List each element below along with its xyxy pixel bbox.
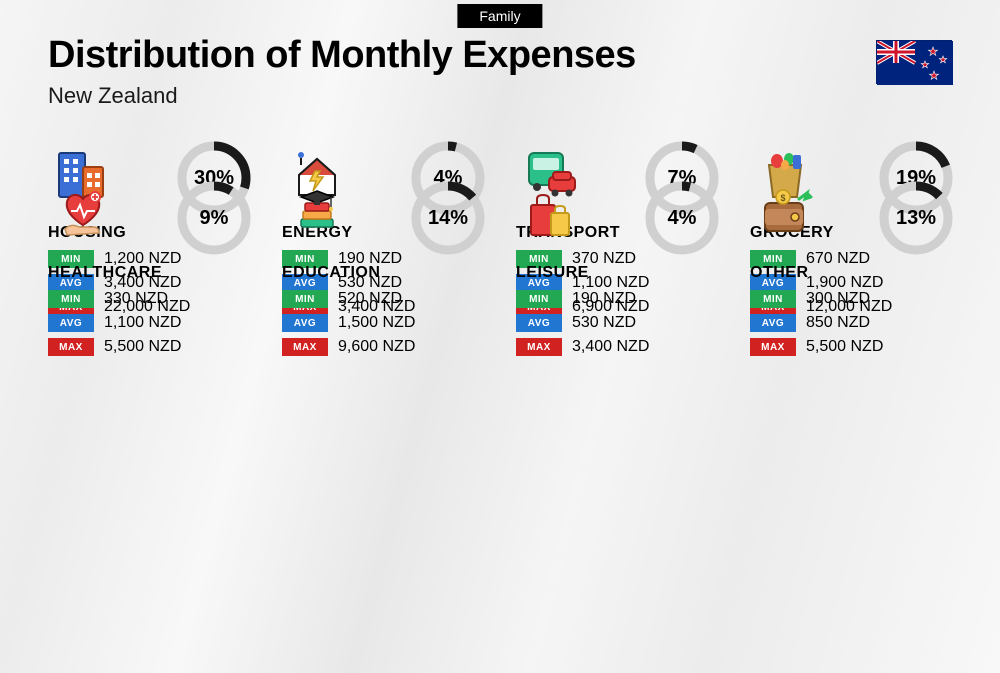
- page-subtitle: New Zealand: [48, 83, 952, 109]
- stats-block: MIN 300 NZD AVG 850 NZD MAX 5,500 NZD: [750, 290, 883, 356]
- avg-badge: AVG: [48, 314, 94, 332]
- min-value: 330 NZD: [104, 290, 168, 308]
- pct-value: 13%: [878, 180, 954, 256]
- category-name: EDUCATION: [282, 264, 380, 282]
- avg-value: 1,500 NZD: [338, 314, 415, 332]
- max-badge: MAX: [516, 338, 562, 356]
- avg-value: 530 NZD: [572, 314, 636, 332]
- header: Distribution of Monthly Expenses New Zea…: [48, 34, 952, 109]
- min-value: 670 NZD: [806, 250, 870, 268]
- avg-value: 850 NZD: [806, 314, 870, 332]
- avg-badge: AVG: [282, 314, 328, 332]
- max-value: 3,400 NZD: [572, 338, 649, 356]
- stats-block: MIN 190 NZD AVG 530 NZD MAX 3,400 NZD: [516, 290, 649, 356]
- avg-badge: AVG: [516, 314, 562, 332]
- min-badge: MIN: [516, 290, 562, 308]
- nz-flag-icon: [876, 40, 952, 84]
- page-title: Distribution of Monthly Expenses: [48, 34, 952, 77]
- other-icon: [750, 180, 820, 250]
- max-value: 5,500 NZD: [104, 338, 181, 356]
- max-badge: MAX: [282, 338, 328, 356]
- healthcare-icon: [48, 180, 118, 250]
- pct-value: 14%: [410, 180, 486, 256]
- pct-ring-healthcare: 9%: [176, 180, 252, 256]
- stat-avg-row: AVG 1,500 NZD: [282, 314, 415, 332]
- min-value: 190 NZD: [572, 290, 636, 308]
- category-name: LEISURE: [516, 264, 589, 282]
- pct-ring-education: 14%: [410, 180, 486, 256]
- max-badge: MAX: [48, 338, 94, 356]
- pct-ring-leisure: 4%: [644, 180, 720, 256]
- expense-grid: 30% HOUSING MIN 1,200 NZD AVG 3,400 NZD …: [48, 140, 970, 180]
- min-value: 300 NZD: [806, 290, 870, 308]
- min-value: 520 NZD: [338, 290, 402, 308]
- stats-block: MIN 330 NZD AVG 1,100 NZD MAX 5,500 NZD: [48, 290, 181, 356]
- stat-min-row: MIN 520 NZD: [282, 290, 415, 308]
- max-badge: MAX: [750, 338, 796, 356]
- pct-value: 9%: [176, 180, 252, 256]
- max-value: 5,500 NZD: [806, 338, 883, 356]
- category-name: HEALTHCARE: [48, 264, 162, 282]
- pct-value: 4%: [644, 180, 720, 256]
- leisure-icon: [516, 180, 586, 250]
- stat-avg-row: AVG 1,100 NZD: [48, 314, 181, 332]
- stat-max-row: MAX 5,500 NZD: [750, 338, 883, 356]
- category-name: OTHER: [750, 264, 809, 282]
- stat-min-row: MIN 330 NZD: [48, 290, 181, 308]
- avg-value: 1,100 NZD: [104, 314, 181, 332]
- stat-max-row: MAX 3,400 NZD: [516, 338, 649, 356]
- stat-avg-row: AVG 850 NZD: [750, 314, 883, 332]
- stats-block: MIN 520 NZD AVG 1,500 NZD MAX 9,600 NZD: [282, 290, 415, 356]
- avg-badge: AVG: [750, 314, 796, 332]
- min-badge: MIN: [48, 290, 94, 308]
- pct-ring-other: 13%: [878, 180, 954, 256]
- stat-min-row: MIN 300 NZD: [750, 290, 883, 308]
- max-value: 9,600 NZD: [338, 338, 415, 356]
- min-badge: MIN: [750, 290, 796, 308]
- stat-min-row: MIN 190 NZD: [516, 290, 649, 308]
- education-icon: [282, 180, 352, 250]
- stat-max-row: MAX 5,500 NZD: [48, 338, 181, 356]
- min-badge: MIN: [282, 290, 328, 308]
- category-tag: Family: [457, 4, 542, 28]
- stat-avg-row: AVG 530 NZD: [516, 314, 649, 332]
- stat-max-row: MAX 9,600 NZD: [282, 338, 415, 356]
